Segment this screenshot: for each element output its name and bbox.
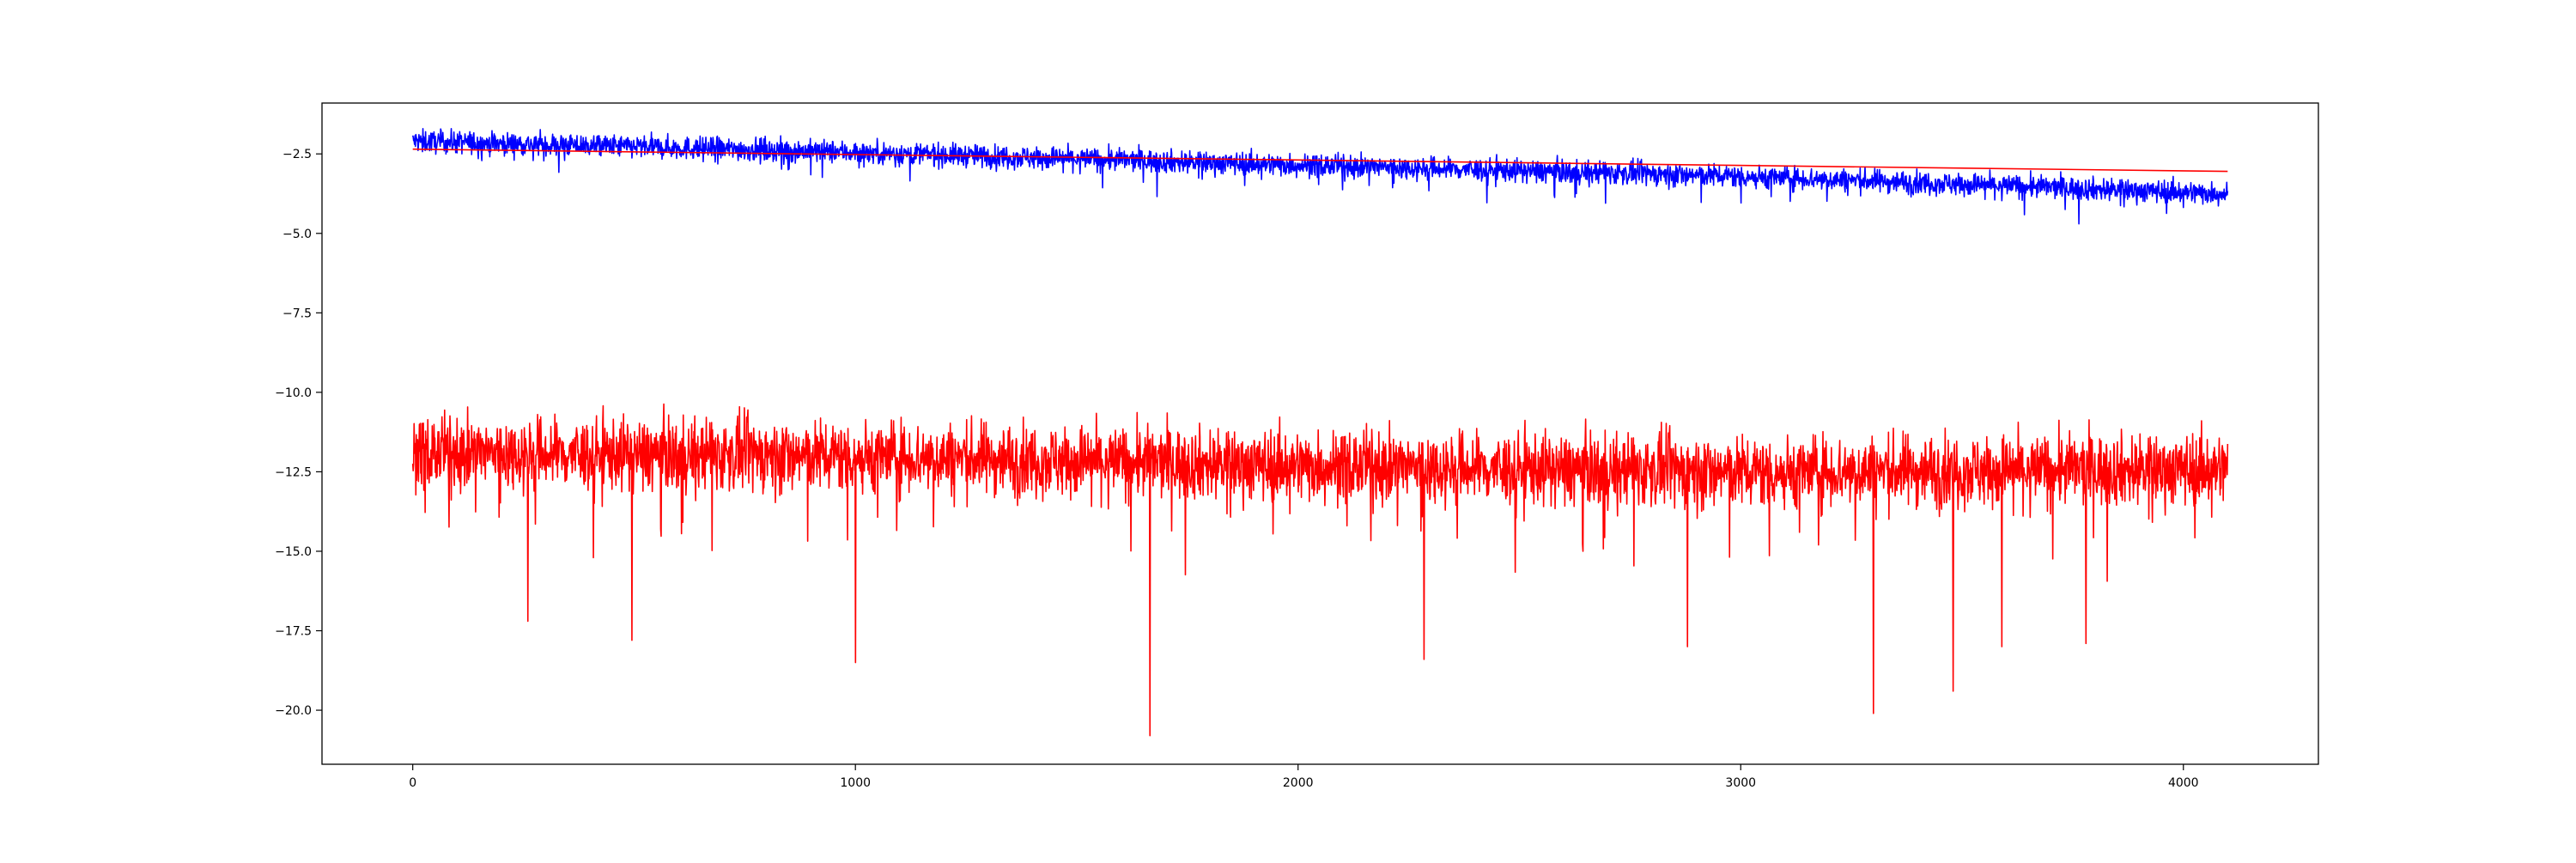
y-tick-label: −5.0 [283, 228, 312, 241]
x-tick-label: 2000 [1283, 776, 1314, 790]
series-line-1 [412, 148, 2228, 173]
x-axis: 0 1000 2000 3000 4000 [409, 764, 2199, 790]
axes-frame [321, 102, 2319, 765]
y-axis: −2.5 −5.0 −7.5 −10.0 −12.5 −15.0 −17.5 −20.0 [275, 148, 322, 718]
series-layer [411, 128, 2229, 737]
x-tick-label: 3000 [1725, 776, 1756, 790]
series-line-0 [411, 128, 2229, 225]
series-line-2 [411, 403, 2229, 737]
y-tick-label: −2.5 [283, 148, 312, 161]
y-tick-label: −10.0 [275, 386, 312, 400]
y-tick-label: −15.0 [275, 545, 312, 559]
y-tick-label: −17.5 [275, 625, 312, 639]
y-tick-label: −7.5 [283, 307, 312, 320]
x-tick-label: 4000 [2168, 776, 2199, 790]
x-tick-label: 1000 [840, 776, 871, 790]
y-tick-label: −20.0 [275, 704, 312, 718]
y-tick-label: −12.5 [275, 465, 312, 479]
x-tick-label: 0 [409, 776, 416, 790]
